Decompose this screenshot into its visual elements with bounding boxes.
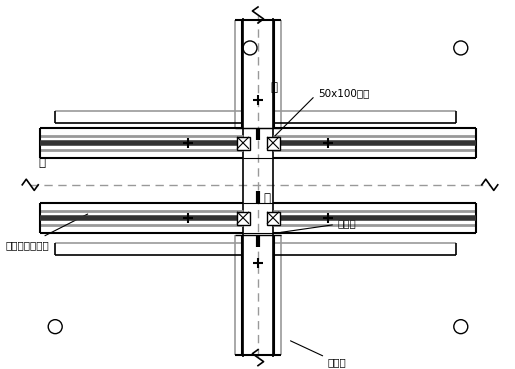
Text: 柱: 柱 [263,192,270,205]
Bar [237,137,250,150]
Bar [267,212,280,225]
Bar [237,212,250,225]
Text: 梁: 梁 [38,156,45,169]
Text: 可调托支撑加固: 可调托支撑加固 [5,214,88,250]
Bar [267,137,280,150]
Text: 钉管架: 钉管架 [290,341,347,368]
Text: 梁: 梁 [270,82,277,94]
Text: 50x100木方: 50x100木方 [275,88,369,136]
Text: 竹胶板: 竹胶板 [281,218,357,232]
